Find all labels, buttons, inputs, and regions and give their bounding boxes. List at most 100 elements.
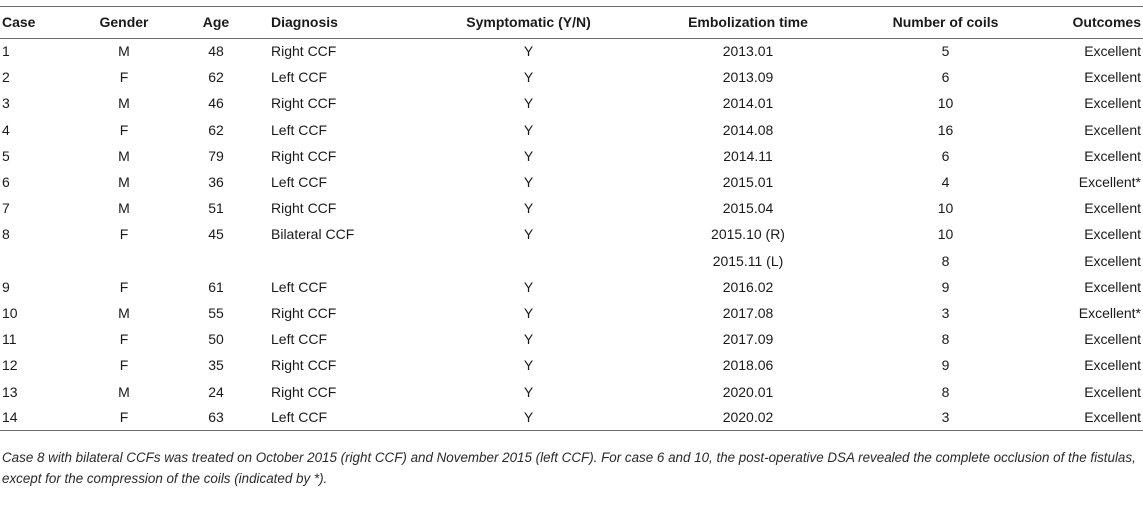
cell-gender: F bbox=[119, 331, 129, 348]
header-age: Age bbox=[161, 6, 271, 39]
cell-outcomes: Excellent bbox=[1084, 357, 1141, 374]
cell-age bbox=[161, 248, 271, 274]
cell-diagnosis: Right CCF bbox=[271, 200, 337, 217]
cell-diagnosis: Right CCF bbox=[271, 95, 337, 112]
cell-case: 10 bbox=[2, 304, 18, 321]
cell-diagnosis: Left CCF bbox=[271, 331, 328, 348]
table-row: 12 F 35 Right CCF Y 2018.06 9 Excellent bbox=[0, 352, 1143, 378]
cell-coils: 10 bbox=[937, 95, 954, 112]
cell-embolization: 2015.01 bbox=[722, 174, 774, 191]
cell-case: 7 bbox=[2, 200, 10, 217]
cell-age: 61 bbox=[208, 278, 224, 295]
table-row: 6 M 36 Left CCF Y 2015.01 4 Excellent* bbox=[0, 169, 1143, 195]
table-row: 3 M 46 Right CCF Y 2014.01 10 Excellent bbox=[0, 90, 1143, 116]
cell-diagnosis: Left CCF bbox=[271, 174, 328, 191]
cell-diagnosis: Left CCF bbox=[271, 404, 408, 432]
header-diagnosis: Diagnosis bbox=[271, 6, 408, 39]
cell-embolization: 2017.09 bbox=[722, 331, 774, 348]
cell-gender: M bbox=[118, 304, 130, 321]
cell-gender: F bbox=[119, 121, 129, 138]
table-row: 2 F 62 Left CCF Y 2013.09 6 Excellent bbox=[0, 64, 1143, 90]
cell-outcomes: Excellent bbox=[1084, 252, 1141, 269]
cell-gender: F bbox=[119, 226, 129, 243]
cell-age: 79 bbox=[208, 147, 224, 164]
cell-symptomatic: Y bbox=[523, 121, 534, 138]
cell-coils: 5 bbox=[941, 43, 950, 60]
case-table: Case Gender Age Diagnosis Symptomatic (Y… bbox=[0, 6, 1143, 432]
cell-coils: 3 bbox=[941, 304, 950, 321]
cell-embolization: 2015.10 (R) bbox=[711, 226, 785, 243]
cell-symptomatic: Y bbox=[523, 331, 534, 348]
cell-age: 63 bbox=[161, 404, 271, 432]
table-row: 13 M 24 Right CCF Y 2020.01 8 Excellent bbox=[0, 378, 1143, 404]
cell-embolization: 2014.08 bbox=[722, 121, 774, 138]
cell-embolization: 2014.11 bbox=[723, 147, 773, 164]
cell-case: 5 bbox=[2, 147, 10, 164]
cell-case: 1 bbox=[2, 43, 10, 60]
cell-gender: M bbox=[118, 200, 130, 217]
cell-coils: 10 bbox=[937, 226, 954, 243]
cell-outcomes: Excellent bbox=[1084, 69, 1141, 86]
cell-outcomes: Excellent bbox=[1084, 147, 1141, 164]
cell-symptomatic: Y bbox=[523, 383, 534, 400]
cell-outcomes: Excellent* bbox=[1078, 174, 1141, 191]
cell-gender: F bbox=[87, 404, 161, 432]
cell-diagnosis: Right CCF bbox=[271, 383, 337, 400]
cell-case: 9 bbox=[2, 278, 10, 295]
cell-outcomes: Excellent* bbox=[1078, 304, 1141, 321]
cell-case bbox=[0, 248, 87, 274]
cell-case: 3 bbox=[2, 95, 10, 112]
cell-gender: F bbox=[119, 357, 129, 374]
cell-age: 45 bbox=[208, 226, 224, 243]
cell-coils: 4 bbox=[941, 174, 950, 191]
cell-coils: 9 bbox=[941, 357, 950, 374]
cell-embolization: 2020.02 bbox=[649, 404, 847, 432]
cell-coils: 8 bbox=[941, 252, 950, 269]
cell-diagnosis: Bilateral CCF bbox=[271, 226, 355, 243]
cell-gender: M bbox=[118, 383, 130, 400]
cell-diagnosis: Right CCF bbox=[271, 147, 337, 164]
table-row: 2015.11 (L) 8 Excellent bbox=[0, 248, 1143, 274]
table-footnote: Case 8 with bilateral CCFs was treated o… bbox=[2, 450, 1136, 486]
cell-case: 6 bbox=[2, 174, 10, 191]
cell-symptomatic: Y bbox=[408, 404, 649, 432]
cell-coils: 8 bbox=[941, 331, 950, 348]
cell-case: 8 bbox=[2, 226, 10, 243]
header-embolization-time: Embolization time bbox=[649, 6, 847, 39]
cell-outcomes: Excellent bbox=[1084, 278, 1141, 295]
cell-outcomes: Excellent bbox=[1084, 383, 1141, 400]
table-row: 1 M 48 Right CCF Y 2013.01 5 Excellent bbox=[0, 38, 1143, 64]
cell-gender: M bbox=[118, 147, 130, 164]
cell-embolization: 2014.01 bbox=[722, 95, 774, 112]
cell-case: 2 bbox=[2, 69, 10, 86]
cell-gender: M bbox=[118, 174, 130, 191]
cell-case: 14 bbox=[0, 404, 87, 432]
cell-age: 46 bbox=[208, 95, 224, 112]
cell-outcomes: Excellent bbox=[1044, 404, 1143, 432]
cell-embolization: 2017.08 bbox=[722, 304, 774, 321]
cell-age: 50 bbox=[208, 331, 224, 348]
cell-gender: M bbox=[118, 95, 130, 112]
cell-symptomatic: Y bbox=[523, 226, 534, 243]
cell-symptomatic: Y bbox=[523, 278, 534, 295]
cell-diagnosis: Left CCF bbox=[271, 278, 328, 295]
table-row: 14 F 63 Left CCF Y 2020.02 3 Excellent bbox=[0, 404, 1143, 432]
header-number-of-coils: Number of coils bbox=[847, 6, 1044, 39]
table-row: 11 F 50 Left CCF Y 2017.09 8 Excellent bbox=[0, 326, 1143, 352]
cell-coils: 6 bbox=[941, 69, 950, 86]
cell-symptomatic: Y bbox=[523, 43, 534, 60]
cell-symptomatic bbox=[408, 248, 649, 274]
cell-gender: M bbox=[118, 43, 130, 60]
cell-symptomatic: Y bbox=[523, 357, 534, 374]
header-outcomes: Outcomes bbox=[1044, 6, 1143, 39]
cell-coils: 10 bbox=[937, 200, 954, 217]
cell-age: 24 bbox=[208, 383, 224, 400]
cell-symptomatic: Y bbox=[523, 69, 534, 86]
cell-embolization: 2018.06 bbox=[722, 357, 774, 374]
table-row: 4 F 62 Left CCF Y 2014.08 16 Excellent bbox=[0, 117, 1143, 143]
cell-age: 48 bbox=[208, 43, 224, 60]
cell-embolization: 2020.01 bbox=[722, 383, 774, 400]
table-row: 5 M 79 Right CCF Y 2014.11 6 Excellent bbox=[0, 143, 1143, 169]
cell-diagnosis bbox=[271, 248, 408, 274]
